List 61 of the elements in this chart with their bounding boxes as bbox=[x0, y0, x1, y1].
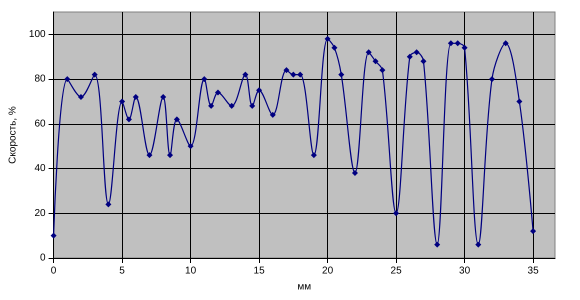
point bbox=[454, 40, 461, 46]
x-axis-title: мм bbox=[297, 282, 312, 292]
point bbox=[379, 67, 386, 74]
point bbox=[160, 94, 166, 100]
point bbox=[475, 242, 482, 248]
y-tick-label: 100 bbox=[28, 28, 46, 40]
point bbox=[434, 242, 440, 248]
point bbox=[50, 232, 57, 239]
point bbox=[201, 76, 208, 82]
x-tick-label: 0 bbox=[50, 266, 57, 276]
y-tick-label: 80 bbox=[34, 74, 46, 85]
point bbox=[174, 116, 180, 122]
point bbox=[297, 72, 304, 78]
y-tick-label: 20 bbox=[34, 208, 46, 219]
point bbox=[310, 152, 317, 158]
point bbox=[249, 102, 256, 109]
x-tick-label: 5 bbox=[119, 266, 126, 276]
point bbox=[208, 102, 214, 109]
y-tick-label: 0 bbox=[40, 252, 46, 264]
point bbox=[331, 44, 338, 51]
point bbox=[338, 72, 344, 78]
point bbox=[188, 143, 194, 150]
point bbox=[448, 40, 454, 46]
point bbox=[352, 170, 358, 176]
point bbox=[228, 102, 235, 109]
y-tick-label: 40 bbox=[34, 163, 46, 174]
x-tick-label: 35 bbox=[528, 266, 540, 276]
point bbox=[290, 72, 296, 78]
point bbox=[167, 152, 174, 158]
point bbox=[393, 210, 400, 216]
x-tick-label: 30 bbox=[459, 266, 471, 276]
x-tick-label: 15 bbox=[254, 266, 266, 276]
point bbox=[126, 116, 132, 122]
point bbox=[406, 54, 413, 60]
y-axis-title: Скорость, % bbox=[8, 106, 18, 164]
x-tick-label: 20 bbox=[322, 266, 334, 276]
point bbox=[92, 72, 98, 78]
point bbox=[502, 40, 509, 46]
point bbox=[414, 49, 420, 56]
point bbox=[462, 44, 468, 51]
point bbox=[105, 201, 112, 208]
point bbox=[119, 98, 126, 104]
point bbox=[64, 76, 70, 82]
x-tick-label: 10 bbox=[185, 266, 197, 276]
point bbox=[366, 49, 372, 56]
point bbox=[283, 67, 290, 74]
point bbox=[146, 152, 152, 158]
point bbox=[420, 58, 426, 64]
point bbox=[214, 90, 221, 96]
point bbox=[78, 94, 84, 100]
point bbox=[488, 76, 495, 82]
point bbox=[516, 98, 522, 104]
y-tick-label: 60 bbox=[34, 118, 46, 130]
point bbox=[132, 94, 139, 100]
point bbox=[270, 112, 276, 118]
point bbox=[324, 36, 331, 42]
point bbox=[530, 228, 536, 234]
x-tick-label: 25 bbox=[390, 266, 402, 276]
point bbox=[372, 58, 379, 64]
point bbox=[242, 72, 248, 78]
point bbox=[256, 87, 262, 94]
